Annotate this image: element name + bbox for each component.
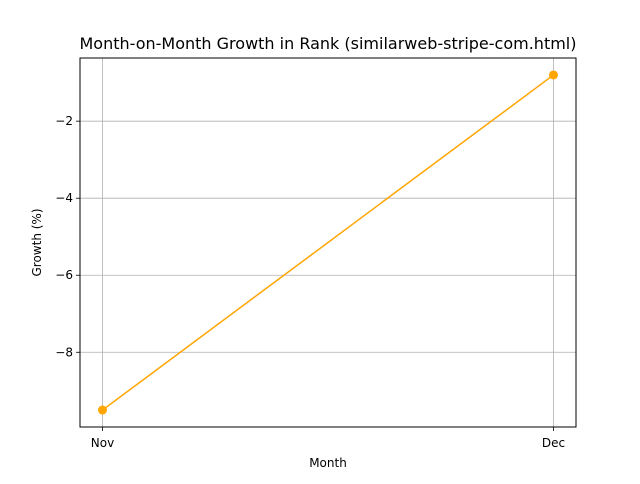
y-tick-label: −6 <box>55 268 73 282</box>
y-tick-label: −2 <box>55 114 73 128</box>
x-axis-label: Month <box>309 456 347 470</box>
x-tick-label: Dec <box>542 436 565 450</box>
data-point <box>549 70 558 80</box>
series-line <box>102 74 554 411</box>
y-axis-label: Growth (%) <box>30 208 44 276</box>
plot-frame <box>79 57 577 428</box>
grid-lines <box>80 58 576 427</box>
y-tick-label: −4 <box>55 191 73 205</box>
series-layer <box>98 70 558 415</box>
x-tick-label: Nov <box>91 436 114 450</box>
data-point <box>98 405 107 415</box>
y-tick-label: −8 <box>55 345 73 359</box>
axis-ticks: Nov Dec −8 −6 −4 −2 <box>55 114 565 450</box>
chart-title: Month-on-Month Growth in Rank (similarwe… <box>80 34 577 53</box>
